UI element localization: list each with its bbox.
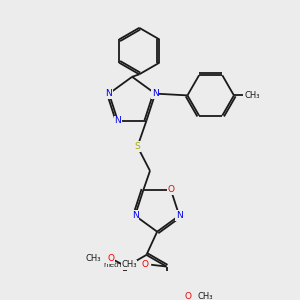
- Text: O: O: [142, 260, 149, 269]
- Text: N: N: [106, 89, 112, 98]
- Text: CH₃: CH₃: [85, 254, 100, 263]
- Text: N: N: [152, 89, 159, 98]
- Text: CH₃: CH₃: [198, 292, 213, 300]
- Text: CH₃: CH₃: [244, 91, 260, 100]
- Text: N: N: [176, 211, 183, 220]
- Text: O: O: [184, 292, 191, 300]
- Text: O: O: [167, 185, 174, 194]
- Text: N: N: [132, 211, 138, 220]
- Text: methoxy: methoxy: [104, 262, 134, 268]
- Text: O: O: [107, 254, 114, 263]
- Text: N: N: [114, 116, 121, 125]
- Text: S: S: [135, 142, 140, 151]
- Text: CH₃: CH₃: [122, 260, 137, 269]
